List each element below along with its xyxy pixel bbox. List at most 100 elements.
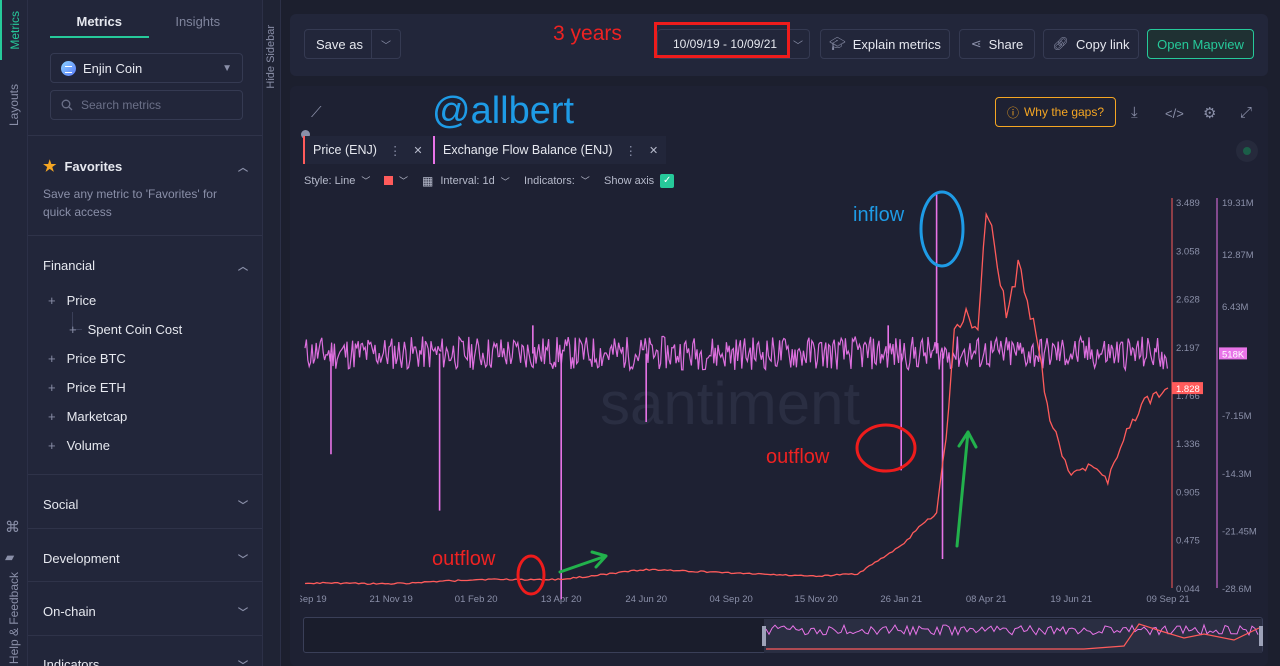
- inflow-circle: [919, 190, 965, 268]
- metrics-sidebar: Metrics Insights Enjin Coin ▼ ★ Favorite…: [28, 0, 263, 666]
- chevron-down-icon: ﹀: [500, 176, 510, 187]
- favorites-header[interactable]: ★ Favorites ︿: [43, 157, 248, 175]
- timeline-navigator[interactable]: [303, 617, 1263, 653]
- flow-tick-label: -7.15M: [1222, 411, 1252, 422]
- metric-item-price[interactable]: + Price: [48, 293, 96, 308]
- search-metrics-input[interactable]: [81, 98, 221, 112]
- metric-label: Volume: [66, 438, 110, 453]
- x-tick-label: 09 Sep 19: [300, 594, 327, 605]
- tab-insights[interactable]: Insights: [175, 14, 221, 29]
- save-as-label: Save as: [316, 36, 363, 52]
- x-tick-label: 01 Feb 20: [455, 594, 498, 605]
- plus-icon: +: [48, 351, 56, 366]
- close-icon[interactable]: ✕: [649, 144, 659, 157]
- x-tick-label: 08 Apr 21: [966, 594, 1007, 605]
- metric-item-price-eth[interactable]: + Price ETH: [48, 380, 126, 395]
- color-select[interactable]: ﹀: [384, 174, 408, 187]
- open-mapview-button[interactable]: Open Mapview: [1147, 29, 1254, 59]
- social-header[interactable]: Social ﹀: [43, 497, 248, 512]
- x-tick-label: 09 Sep 21: [1146, 594, 1189, 605]
- indicators-header[interactable]: Indicators ﹀: [43, 657, 248, 666]
- copy-link-button[interactable]: 🔗︎ Copy link: [1043, 29, 1139, 59]
- chart-svg: santiment 3.489 3.058 2.628 2.197 1.766 1.336 0…: [300, 194, 1257, 605]
- price-tick-label: 2.197: [1176, 343, 1200, 354]
- divider: [28, 235, 262, 236]
- metric-label: Price: [66, 293, 97, 308]
- metric-chip-exchange-flow[interactable]: Exchange Flow Balance (ENJ) ⋮ ✕: [433, 136, 667, 164]
- vertical-tab-bar: Metrics Layouts ⌘ ▰ Help & Feedback: [0, 0, 28, 666]
- download-icon[interactable]: ⤓: [1131, 104, 1138, 121]
- annotation-outflow-2020: outflow: [432, 548, 496, 570]
- metric-item-price-btc[interactable]: + Price BTC: [48, 351, 126, 366]
- flow-tick-label: 19.31M: [1222, 198, 1254, 209]
- asset-name: Enjin Coin: [83, 60, 143, 76]
- x-tick-label: 24 Jun 20: [625, 594, 667, 605]
- why-the-gaps-button[interactable]: ⓘ Why the gaps?: [995, 97, 1116, 127]
- chevron-up-icon: ︿: [238, 262, 248, 273]
- financial-header[interactable]: Financial ︿: [43, 258, 248, 273]
- metric-label: Marketcap: [66, 409, 128, 424]
- show-axis-toggle[interactable]: Show axis ✓: [604, 174, 675, 188]
- enjin-coin-icon: [61, 60, 76, 76]
- chevron-down-icon: ﹀: [238, 608, 248, 619]
- explain-metrics-button[interactable]: 🎓︎ Explain metrics: [820, 29, 950, 59]
- interval-select[interactable]: ▦ Interval: 1d ﹀: [422, 174, 510, 188]
- save-as-button[interactable]: Save as ﹀: [304, 29, 401, 59]
- flow-current-label: 518K: [1222, 349, 1245, 360]
- style-label: Style: Line: [304, 174, 356, 187]
- more-options-icon[interactable]: ⋮: [388, 143, 402, 158]
- hide-sidebar-toggle[interactable]: Hide Sidebar: [263, 0, 281, 666]
- date-range-value: 10/09/19 - 10/09/21: [673, 37, 778, 51]
- metric-label: Price ETH: [66, 380, 126, 395]
- drawing-tool-icon[interactable]: ⟋: [311, 104, 322, 121]
- tab-metrics[interactable]: Metrics: [0, 0, 28, 60]
- interval-label: Interval: 1d: [440, 175, 495, 187]
- flow-tick-label: 6.43M: [1222, 302, 1248, 313]
- tree-connector: [72, 312, 82, 330]
- asset-selector[interactable]: Enjin Coin ▼: [50, 53, 243, 83]
- more-options-icon[interactable]: ⋮: [624, 143, 638, 158]
- plus-icon: +: [48, 380, 56, 395]
- chevron-down-icon: ﹀: [238, 657, 248, 666]
- command-icon[interactable]: ⌘: [5, 519, 20, 536]
- price-current-badge: [1172, 382, 1203, 395]
- navigator-handle-left: [762, 626, 766, 646]
- section-title: Development: [43, 551, 120, 566]
- settings-gear-icon[interactable]: ⚙: [1203, 105, 1217, 122]
- on-chain-header[interactable]: On-chain ﹀: [43, 604, 248, 619]
- chart-panel: [290, 86, 1268, 666]
- share-button[interactable]: ⋖ Share: [959, 29, 1035, 59]
- indicators-label: Indicators:: [524, 174, 575, 187]
- x-tick-label: 04 Sep 20: [710, 594, 753, 605]
- metric-item-spent-coin-cost[interactable]: + Spent Coin Cost: [69, 322, 182, 337]
- calendar-icon: ▦: [422, 174, 434, 188]
- development-header[interactable]: Development ﹀: [43, 551, 248, 566]
- price-current-label: 1.828: [1176, 384, 1200, 395]
- fullscreen-icon[interactable]: ⤢: [1240, 104, 1253, 121]
- flow-tick-label: -14.3M: [1222, 469, 1252, 480]
- sidebar-tabs: Metrics Insights: [50, 0, 247, 38]
- metric-item-marketcap[interactable]: + Marketcap: [48, 409, 127, 424]
- metric-item-volume[interactable]: + Volume: [48, 438, 110, 453]
- favorites-title: Favorites: [64, 158, 123, 174]
- navigator-handle-right: [1259, 626, 1263, 646]
- close-icon[interactable]: ✕: [413, 144, 423, 157]
- section-title: Indicators: [43, 657, 100, 666]
- date-range-picker[interactable]: 10/09/19 - 10/09/21 ﹀: [657, 29, 810, 59]
- metric-chip-label: Exchange Flow Balance (ENJ): [443, 143, 613, 157]
- flow-current-badge: [1219, 347, 1247, 360]
- question-icon: ⓘ: [1006, 105, 1019, 120]
- flow-tick-label: -28.6M: [1222, 584, 1252, 595]
- chevron-down-icon: ﹀: [793, 40, 803, 52]
- live-dot: [1243, 147, 1251, 155]
- outflow-circle-2020: [516, 554, 546, 596]
- divider: [28, 635, 262, 636]
- checkbox-checked-icon[interactable]: ✓: [660, 174, 675, 188]
- style-select[interactable]: Style: Line ﹀: [304, 174, 370, 187]
- chevron-down-icon: ﹀: [381, 40, 391, 52]
- tab-metrics-sidebar[interactable]: Metrics: [50, 0, 149, 38]
- embed-code-icon[interactable]: </>: [1165, 106, 1184, 121]
- metric-chip-price[interactable]: Price (ENJ) ⋮ ✕: [303, 136, 431, 164]
- star-icon: ★: [43, 158, 57, 175]
- indicators-select[interactable]: Indicators: ﹀: [524, 174, 590, 187]
